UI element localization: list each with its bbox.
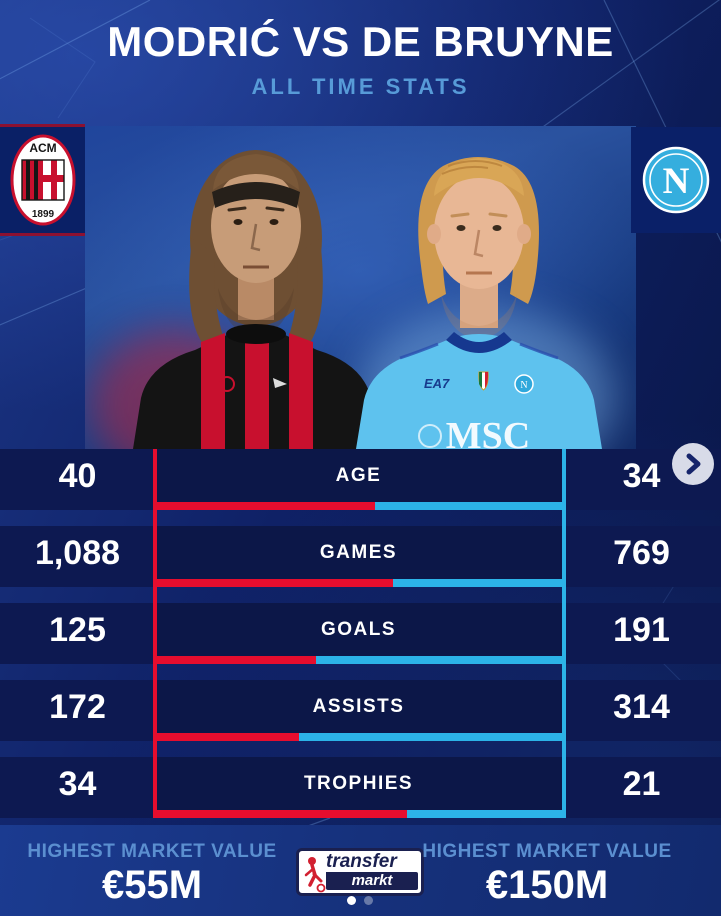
market-value-right: HIGHEST MARKET VALUE €150M	[412, 841, 682, 905]
stat-bar-right	[374, 502, 562, 510]
stat-row-goals: 125 GOALS 191	[0, 603, 721, 664]
stat-bar-right	[406, 810, 562, 818]
market-value-left-label: HIGHEST MARKET VALUE	[27, 841, 277, 862]
stat-bar-left	[155, 810, 407, 818]
market-value-left-amount: €55M	[101, 863, 203, 907]
svg-text:N: N	[520, 380, 527, 391]
napoli-badge: N	[631, 127, 721, 233]
stat-bar-left	[155, 579, 394, 587]
scudetto-icon	[478, 371, 489, 391]
stat-left-value: 172	[49, 688, 106, 726]
stat-right-value: 191	[613, 611, 670, 649]
page-title: MODRIĆ VS DE BRUYNE	[107, 18, 614, 65]
page-subtitle: ALL TIME STATS	[251, 74, 470, 99]
stat-label-box: GAMES	[155, 526, 562, 587]
stats-section: 40 AGE 34 1,088 GAMES 769 125 GOALS 191	[0, 449, 721, 818]
stat-bar-right	[316, 656, 562, 664]
stat-bar	[155, 656, 562, 664]
stat-label-box: GOALS	[155, 603, 562, 664]
stat-label: TROPHIES	[303, 773, 414, 794]
carousel-dots	[347, 896, 373, 905]
stat-label-box: AGE	[155, 449, 562, 510]
left-accent-line	[153, 449, 157, 818]
carousel-dot-inactive[interactable]	[364, 896, 373, 905]
stat-row-age: 40 AGE 34	[0, 449, 721, 510]
stat-right-value: 769	[613, 534, 670, 572]
milan-crest-icon: ACM 1899	[10, 134, 75, 226]
stat-bar	[155, 579, 562, 587]
market-value-right-label: HIGHEST MARKET VALUE	[422, 841, 672, 862]
stat-bar-right	[393, 579, 562, 587]
stat-label: AGE	[335, 465, 382, 486]
stat-bar	[155, 502, 562, 510]
stat-row-trophies: 34 TROPHIES 21	[0, 757, 721, 818]
stat-right-value: 34	[622, 457, 661, 495]
carousel-dot-active[interactable]	[347, 896, 356, 905]
stat-bar	[155, 733, 562, 741]
svg-text:ACM: ACM	[29, 141, 56, 155]
stat-right-value: 314	[613, 688, 670, 726]
svg-text:MSC: MSC	[446, 415, 530, 449]
footer: HIGHEST MARKET VALUE €55M transfer markt…	[0, 825, 721, 916]
stat-row-assists: 172 ASSISTS 314	[0, 680, 721, 741]
stat-left-value: 125	[49, 611, 106, 649]
napoli-crest-icon: N	[642, 146, 710, 214]
stat-row-games: 1,088 GAMES 769	[0, 526, 721, 587]
stat-bar	[155, 810, 562, 818]
svg-text:EA7: EA7	[424, 376, 450, 391]
transfermarkt-logo-line1: transfer	[326, 851, 397, 874]
player-modric	[133, 150, 379, 449]
market-value-right-amount: €150M	[485, 863, 609, 907]
milan-badge: ACM 1899	[0, 124, 85, 236]
stat-label-box: ASSISTS	[155, 680, 562, 741]
svg-text:N: N	[663, 161, 690, 202]
stat-bar-left	[155, 733, 300, 741]
transfermarkt-logo: transfer markt	[296, 848, 424, 896]
stat-bar-left	[155, 656, 316, 664]
stat-label: ASSISTS	[312, 696, 405, 717]
chevron-right-icon	[686, 453, 701, 475]
stat-right-value: 21	[622, 765, 661, 803]
transfermarkt-logo-line2: markt	[326, 872, 418, 890]
stat-left-value: 1,088	[34, 534, 121, 572]
next-button[interactable]	[672, 443, 714, 485]
stat-bar-right	[299, 733, 562, 741]
player-debruyne: EA7 N MSC	[356, 157, 602, 449]
stat-left-value: 34	[58, 765, 97, 803]
stat-left-value: 40	[58, 457, 97, 495]
stat-label: GAMES	[319, 542, 398, 563]
market-value-left: HIGHEST MARKET VALUE €55M	[17, 841, 287, 905]
right-accent-line	[562, 449, 566, 818]
players-photo: EA7 N MSC	[85, 126, 636, 449]
stat-label: GOALS	[320, 619, 397, 640]
stat-label-box: TROPHIES	[155, 757, 562, 818]
stat-bar-left	[155, 502, 375, 510]
transfermarkt-player-icon	[304, 857, 326, 893]
svg-text:1899: 1899	[31, 209, 54, 220]
